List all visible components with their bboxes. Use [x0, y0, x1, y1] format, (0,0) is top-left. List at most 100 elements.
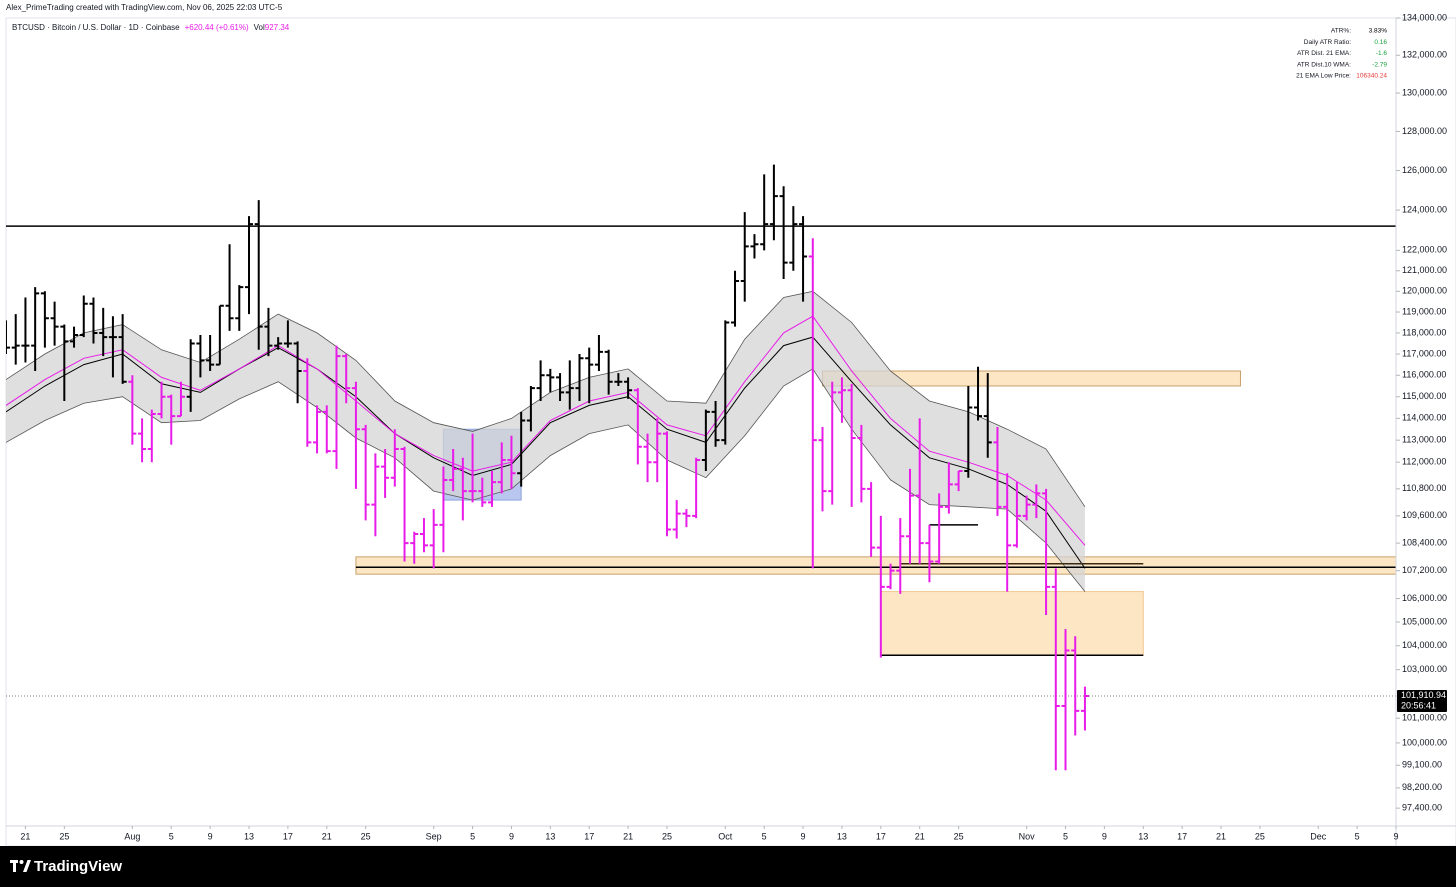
ohlc-bar: [799, 216, 808, 302]
ohlc-bar: [21, 297, 30, 363]
ohlc-bar: [293, 341, 302, 404]
x-tick-label: 5: [1063, 831, 1068, 841]
zone: [355, 556, 1396, 575]
y-tick-label: 122,000.00: [1402, 245, 1447, 255]
x-tick-label: 13: [837, 831, 847, 841]
ohlc-bar: [11, 314, 20, 365]
ohlc-bar: [662, 431, 671, 537]
x-tick-label: 17: [876, 831, 886, 841]
ohlc-bar: [351, 381, 360, 489]
ohlc-bar: [585, 347, 594, 404]
ohlc-bar: [905, 468, 914, 564]
y-tick-label: 97,400.00: [1402, 803, 1442, 813]
ohlc-bar: [206, 335, 215, 372]
x-tick-label: 25: [361, 831, 371, 841]
ohlc-bar: [964, 385, 973, 478]
ohlc-bar: [818, 427, 827, 512]
y-tick-label: 112,000.00: [1402, 457, 1446, 467]
ohlc-bar: [711, 401, 720, 447]
ohlc-bar: [371, 453, 380, 537]
ohlc-bar: [935, 493, 944, 564]
y-tick-label: 110,800.00: [1402, 483, 1446, 493]
ohlc-bar: [1022, 495, 1031, 521]
zone: [880, 591, 1144, 656]
last-price-box: [1397, 690, 1447, 713]
x-tick-label: 5: [762, 831, 767, 841]
y-tick-label: 100,000.00: [1402, 737, 1447, 747]
ohlc-bar: [254, 200, 263, 350]
ohlc-bar: [740, 212, 749, 302]
ohlc-bar: [79, 295, 88, 338]
ohlc-bar: [225, 244, 234, 331]
ohlc-bar: [118, 314, 127, 384]
volume-label: Vol: [254, 23, 265, 32]
y-tick-label: 109,600.00: [1402, 510, 1447, 520]
ohlc-bar: [692, 457, 701, 519]
ohlc-bar: [89, 297, 98, 344]
ohlc-bar: [342, 354, 351, 404]
stat-value: 3.83%: [1369, 28, 1388, 35]
ohlc-bar: [1042, 488, 1051, 615]
stats-panel: [1292, 25, 1388, 82]
x-tick-label: 5: [169, 831, 174, 841]
x-tick-label: 17: [1177, 831, 1187, 841]
stat-label: ATR Dist. 21 EMA:: [1297, 50, 1351, 57]
y-tick-label: 128,000.00: [1402, 126, 1447, 136]
x-tick-label: 9: [801, 831, 806, 841]
x-tick-label: 9: [1102, 831, 1107, 841]
x-tick-label: Oct: [718, 831, 733, 841]
ohlc-bar: [886, 563, 895, 590]
symbol-line: BTCUSD · Bitcoin / U.S. Dollar · 1D · Co…: [12, 23, 290, 32]
plot-area: [6, 164, 1396, 771]
x-tick-label: 21: [1216, 831, 1226, 841]
x-tick-label: 9: [1393, 831, 1398, 841]
ohlc-bar: [643, 433, 652, 483]
x-tick-label: 21: [915, 831, 925, 841]
ohlc-bar: [235, 285, 244, 331]
stat-value: -1.6: [1376, 50, 1388, 57]
stat-value: -2.79: [1372, 61, 1387, 68]
y-tick-label: 116,000.00: [1402, 370, 1446, 380]
ohlc-bar: [196, 335, 205, 378]
ohlc-bar: [70, 326, 79, 348]
ohlc-bar: [867, 482, 876, 557]
ohlc-bar: [1012, 482, 1021, 548]
ohlc-bar: [974, 366, 983, 421]
ohlc-bar: [468, 433, 477, 503]
y-tick-label: 119,000.00: [1402, 306, 1446, 316]
ohlc-bar: [847, 383, 856, 507]
ohlc-bar: [215, 304, 224, 366]
logo-part: [19, 860, 24, 864]
y-tick-label: 132,000.00: [1402, 50, 1447, 60]
ohlc-bar: [303, 358, 312, 447]
x-tick-label: 25: [1255, 831, 1265, 841]
stat-label: ATR%:: [1331, 28, 1351, 35]
ohlc-bar: [556, 373, 565, 402]
ohlc-bar: [750, 234, 759, 259]
ohlc-bar: [138, 418, 147, 463]
x-tick-label: 21: [623, 831, 633, 841]
ohlc-bar: [361, 424, 370, 521]
ohlc-bar: [633, 388, 642, 465]
y-tick-label: 134,000.00: [1402, 12, 1447, 22]
x-tick-label: 25: [662, 831, 672, 841]
ohlc-bar: [478, 477, 487, 507]
y-tick-label: 130,000.00: [1402, 87, 1447, 97]
y-tick-label: 121,000.00: [1402, 265, 1447, 275]
ohlc-bar: [682, 509, 691, 528]
stat-label: ATR Dist.10 WMA:: [1297, 61, 1351, 68]
ohlc-bar: [993, 427, 1002, 516]
footer-bar: [0, 846, 1456, 887]
ohlc-bar: [381, 448, 390, 498]
stat-label: 21 EMA Low Price:: [1296, 73, 1351, 80]
footer-brand: TradingView: [34, 858, 122, 875]
ohlc-bar: [108, 316, 117, 378]
logo-part: [13, 860, 16, 872]
ohlc-bar: [167, 394, 176, 445]
y-tick-label: 106,000.00: [1402, 593, 1447, 603]
ohlc-bar: [565, 360, 574, 410]
ohlc-bar: [624, 377, 633, 399]
y-tick-label: 126,000.00: [1402, 165, 1447, 175]
y-tick-label: 108,400.00: [1402, 537, 1447, 547]
